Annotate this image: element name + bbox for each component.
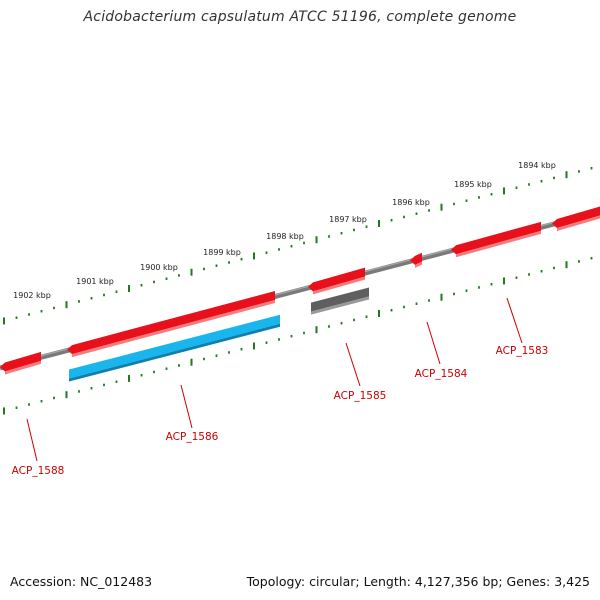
outer-tick-ruler: [3, 166, 593, 325]
gene-arrow: [67, 291, 275, 358]
gene-arrow-shade: [72, 300, 275, 358]
gene-arrow: [552, 206, 600, 231]
kbp-label: 1896 kbp: [392, 198, 430, 207]
gene-arrow-shade: [313, 276, 365, 295]
gene-label: ACP_1583: [496, 345, 549, 357]
gene-label: ACP_1585: [334, 390, 387, 402]
map-title: Acidobacterium capsulatum ATCC 51196, co…: [83, 9, 517, 25]
kbp-label: 1899 kbp: [203, 248, 241, 257]
gene-label: ACP_1584: [415, 368, 468, 380]
gene-arrow: [311, 287, 369, 315]
inner-tick-ruler: [3, 256, 593, 415]
gene-arrow: [69, 314, 280, 382]
kbp-label: 1897 kbp: [329, 215, 367, 224]
gene-arrow-shade: [69, 323, 280, 382]
gene-arrow-body: [308, 267, 365, 292]
kbp-label: 1898 kbp: [266, 232, 304, 241]
genome-summary-text: Topology: circular; Length: 4,127,356 bp…: [246, 574, 590, 589]
gene-leader-group: ACP_1583 ACP_1584 ACP_1585 ACP_1586 ACP_1588: [12, 297, 549, 477]
gene-leader-line: [26, 418, 38, 462]
kbp-label: 1900 kbp: [140, 263, 178, 272]
gene-arrow-shade: [557, 215, 600, 231]
kbp-label: 1901 kbp: [76, 277, 114, 286]
gene-arrow-body: [552, 206, 600, 228]
gene-arrow: [308, 267, 365, 295]
gene-arrow-body: [0, 351, 41, 372]
gene-arrow-shade: [311, 296, 369, 315]
gene-arrow-body: [311, 287, 369, 312]
accession-text: Accession: NC_012483: [10, 574, 153, 589]
gene-leader-line: [180, 384, 193, 429]
gene-arrow-body: [410, 252, 422, 265]
kbp-label: 1894 kbp: [518, 161, 556, 170]
kbp-label: 1902 kbp: [13, 291, 51, 300]
gene-arrow: [410, 252, 422, 268]
gene-label: ACP_1588: [12, 465, 65, 477]
gene-arrow: [451, 221, 541, 258]
gene-arrow-body: [451, 221, 541, 255]
gene-arrow-body: [69, 314, 280, 379]
gene-arrow-shade: [456, 230, 541, 258]
kbp-label: 1895 kbp: [454, 180, 492, 189]
gene-arrow: [0, 351, 41, 375]
gene-arrow-shade: [415, 261, 422, 268]
gene-arrow-group: [0, 206, 600, 382]
kbp-label-group: 1894 kbp 1895 kbp 1896 kbp 1897 kbp 1898 kbp…: [13, 161, 556, 300]
gene-leader-line: [345, 342, 361, 387]
gene-leader-line: [426, 321, 441, 365]
gene-leader-line: [506, 297, 523, 344]
gene-label: ACP_1586: [166, 431, 219, 443]
gene-arrow-body: [67, 291, 275, 355]
gene-arrow-shade: [5, 360, 41, 375]
